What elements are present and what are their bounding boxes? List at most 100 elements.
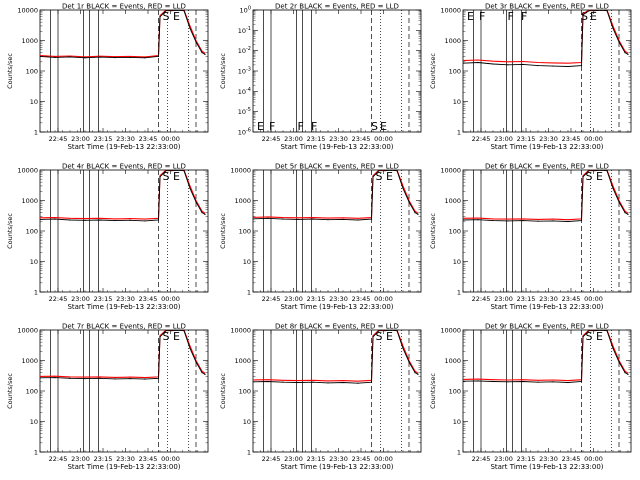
x-tick-label: 23:00 [494, 135, 513, 143]
y-tick-label: 1 [34, 289, 38, 297]
y-tick-label: 10000 [17, 327, 38, 335]
events-point [612, 27, 614, 29]
y-tick-label: 10000 [17, 167, 38, 175]
x-axis-label: Start Time (19-Feb-13 22:33:00) [67, 463, 180, 471]
x-tick-label: 23:15 [94, 295, 113, 303]
events-point [370, 381, 373, 383]
events-point [627, 213, 629, 216]
y-tick-label: 1 [247, 449, 251, 457]
x-tick-label: 23:15 [307, 295, 326, 303]
events-point [463, 219, 464, 221]
y-tick-label: 100 [239, 388, 251, 396]
events-point [627, 373, 629, 376]
events-point [582, 176, 584, 178]
x-tick-label: 23:45 [562, 295, 581, 303]
panel-det-6: Det 6r BLACK = Events, RED = LLD 1 10 100 10… [429, 163, 632, 311]
x-axis-label: Start Time (19-Feb-13 22:33:00) [280, 463, 393, 471]
y-tick-label: 1000 [444, 197, 461, 205]
plot-frame [39, 329, 209, 453]
x-tick-label: 22:45 [49, 295, 68, 303]
events-point [552, 381, 554, 383]
events-point [144, 220, 146, 222]
events-point [157, 377, 160, 379]
events-point [408, 201, 410, 203]
flag-label: F [269, 120, 275, 133]
events-point [378, 330, 380, 332]
panel-det-8: Det 8r BLACK = Events, RED = LLD 1 10 100 10… [219, 323, 422, 471]
events-point [600, 170, 602, 171]
events-point [606, 170, 608, 172]
events-point [552, 220, 554, 222]
panel-title: Det 6r BLACK = Events, RED = LLD [485, 163, 609, 171]
x-tick-label: 23:45 [139, 295, 158, 303]
events-point [402, 347, 404, 349]
events-point [402, 187, 404, 189]
events-point [84, 57, 86, 59]
events-point [522, 380, 524, 383]
y-tick-label: 100 [449, 388, 461, 396]
events-point [463, 62, 464, 64]
flag-label: S [163, 10, 170, 23]
flag-label: S [371, 120, 378, 133]
events-point [204, 213, 206, 216]
y-tick-label: 10-1 [238, 26, 251, 35]
events-point [297, 381, 299, 384]
x-tick-label: 23:30 [116, 295, 135, 303]
x-tick-label: 23:45 [562, 455, 581, 463]
plot-frame [252, 329, 422, 453]
flag-label: S [376, 330, 383, 343]
events-point [40, 55, 41, 58]
panel-title: Det 2r BLACK = Events, RED = LLD [275, 3, 399, 11]
x-tick-label: 22:45 [262, 455, 281, 463]
flag-label: S [376, 170, 383, 183]
panel-title: Det 5r BLACK = Events, RED = LLD [275, 163, 399, 171]
events-point [171, 330, 173, 332]
x-tick-label: 00:00 [374, 295, 393, 303]
events-point [612, 187, 614, 189]
events-point [372, 176, 374, 178]
x-tick-label: 23:45 [139, 455, 158, 463]
events-point [171, 170, 173, 172]
events-point [159, 16, 161, 18]
y-tick-label: 10-6 [238, 128, 251, 137]
events-point [580, 65, 583, 67]
events-point [588, 170, 590, 172]
events-point [201, 52, 203, 54]
events-point [129, 219, 131, 221]
events-point [477, 380, 479, 382]
events-point [99, 377, 101, 379]
events-point [157, 219, 160, 221]
y-tick-label: 1 [34, 449, 38, 457]
x-tick-label: 22:45 [472, 295, 491, 303]
x-tick-label: 23:00 [71, 455, 90, 463]
events-point [69, 219, 71, 221]
events-point [378, 170, 380, 172]
y-axis-label: Counts/sec [6, 213, 14, 249]
events-point [567, 220, 569, 223]
events-point [253, 218, 254, 220]
events-point [370, 218, 373, 220]
events-point [282, 381, 284, 383]
x-tick-label: 23:30 [329, 295, 348, 303]
events-point [492, 219, 494, 222]
flag-label: F [311, 120, 317, 133]
flag-label: F [298, 120, 304, 133]
events-point [492, 380, 494, 383]
y-axis-label: Counts/sec [6, 53, 14, 89]
y-tick-label: 1 [457, 449, 461, 457]
events-point [40, 377, 41, 379]
x-tick-label: 23:15 [517, 135, 536, 143]
events-point [297, 218, 299, 221]
y-tick-label: 10 [453, 258, 461, 266]
y-tick-label: 10000 [440, 167, 461, 175]
events-point [177, 170, 179, 171]
x-tick-label: 23:15 [307, 135, 326, 143]
events-point [618, 41, 620, 43]
flag-label: F [521, 10, 527, 23]
flag-label: S [163, 170, 170, 183]
events-point [606, 10, 608, 12]
x-tick-label: 00:00 [374, 135, 393, 143]
events-point [507, 381, 509, 383]
x-axis-label: Start Time (19-Feb-13 22:33:00) [490, 303, 603, 311]
